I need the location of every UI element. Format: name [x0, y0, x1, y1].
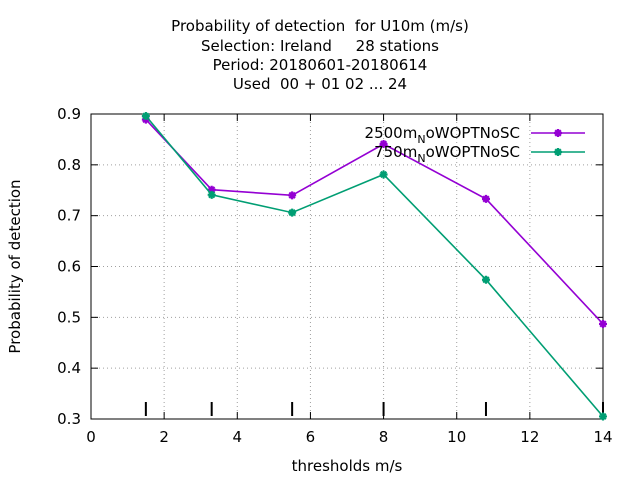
series-point-1	[379, 170, 388, 179]
series-point-0	[207, 185, 216, 194]
y-tick-label: 0.9	[57, 105, 81, 123]
x-tick-label: 6	[306, 428, 316, 446]
series-point-0	[599, 319, 607, 328]
series-point-1	[207, 190, 216, 199]
series-point-0	[379, 139, 388, 148]
chart-title-line-1: Probability of detection for U10m (m/s)	[171, 17, 469, 35]
threshold-marker-layer	[144, 402, 604, 416]
y-tick-label: 0.8	[57, 156, 81, 174]
legend-label-tail: oWOPTNoSC	[426, 124, 520, 142]
y-axis-label: Probability of detection	[6, 179, 24, 353]
legend-label-subscript: N	[417, 152, 425, 165]
legend-label: 750mNoWOPTNoSC	[374, 143, 520, 165]
series-line-0	[145, 119, 604, 325]
series-point-1	[141, 112, 150, 121]
series-layer	[141, 112, 607, 421]
series-point-1	[481, 275, 490, 284]
series-point-0	[481, 194, 490, 203]
series-point-1	[599, 412, 607, 421]
legend-marker	[554, 148, 562, 156]
legend-label-main: 2500m	[365, 124, 418, 142]
x-axis-label: thresholds m/s	[292, 457, 403, 475]
x-tick-label: 14	[593, 428, 612, 446]
y-tick-label: 0.3	[57, 410, 81, 428]
series-point-0	[288, 191, 297, 200]
chart-title-line-4: Used 00 + 01 02 ... 24	[232, 75, 408, 93]
chart-title-line-3: Period: 20180601-20180614	[212, 56, 428, 74]
x-tick-label: 10	[447, 428, 466, 446]
legend-label: 2500mNoWOPTNoSC	[365, 124, 520, 146]
legend-marker	[554, 129, 562, 137]
legend-label-tail: oWOPTNoSC	[426, 143, 520, 161]
y-tick-label: 0.7	[57, 207, 81, 225]
x-tick-label: 12	[520, 428, 539, 446]
x-tick-label: 8	[379, 428, 389, 446]
legend-label-main: 750m	[374, 143, 417, 161]
y-tick-label: 0.4	[57, 359, 81, 377]
x-tick-label: 0	[86, 428, 96, 446]
legend-label-subscript: N	[417, 133, 425, 146]
x-tick-label: 2	[159, 428, 169, 446]
series-line-1	[145, 115, 604, 418]
x-tick-label: 4	[233, 428, 243, 446]
grid-layer	[91, 114, 603, 419]
y-tick-label: 0.5	[57, 308, 81, 326]
series-point-1	[288, 208, 297, 217]
y-tick-label: 0.6	[57, 258, 81, 276]
chart-title-line-2: Selection: Ireland 28 stations	[201, 37, 439, 55]
tick-layer: 0.3 0.4 0.5 0.6 0.7 0.8 0.9 0 2 4 6 8 10 12 14	[57, 105, 612, 446]
